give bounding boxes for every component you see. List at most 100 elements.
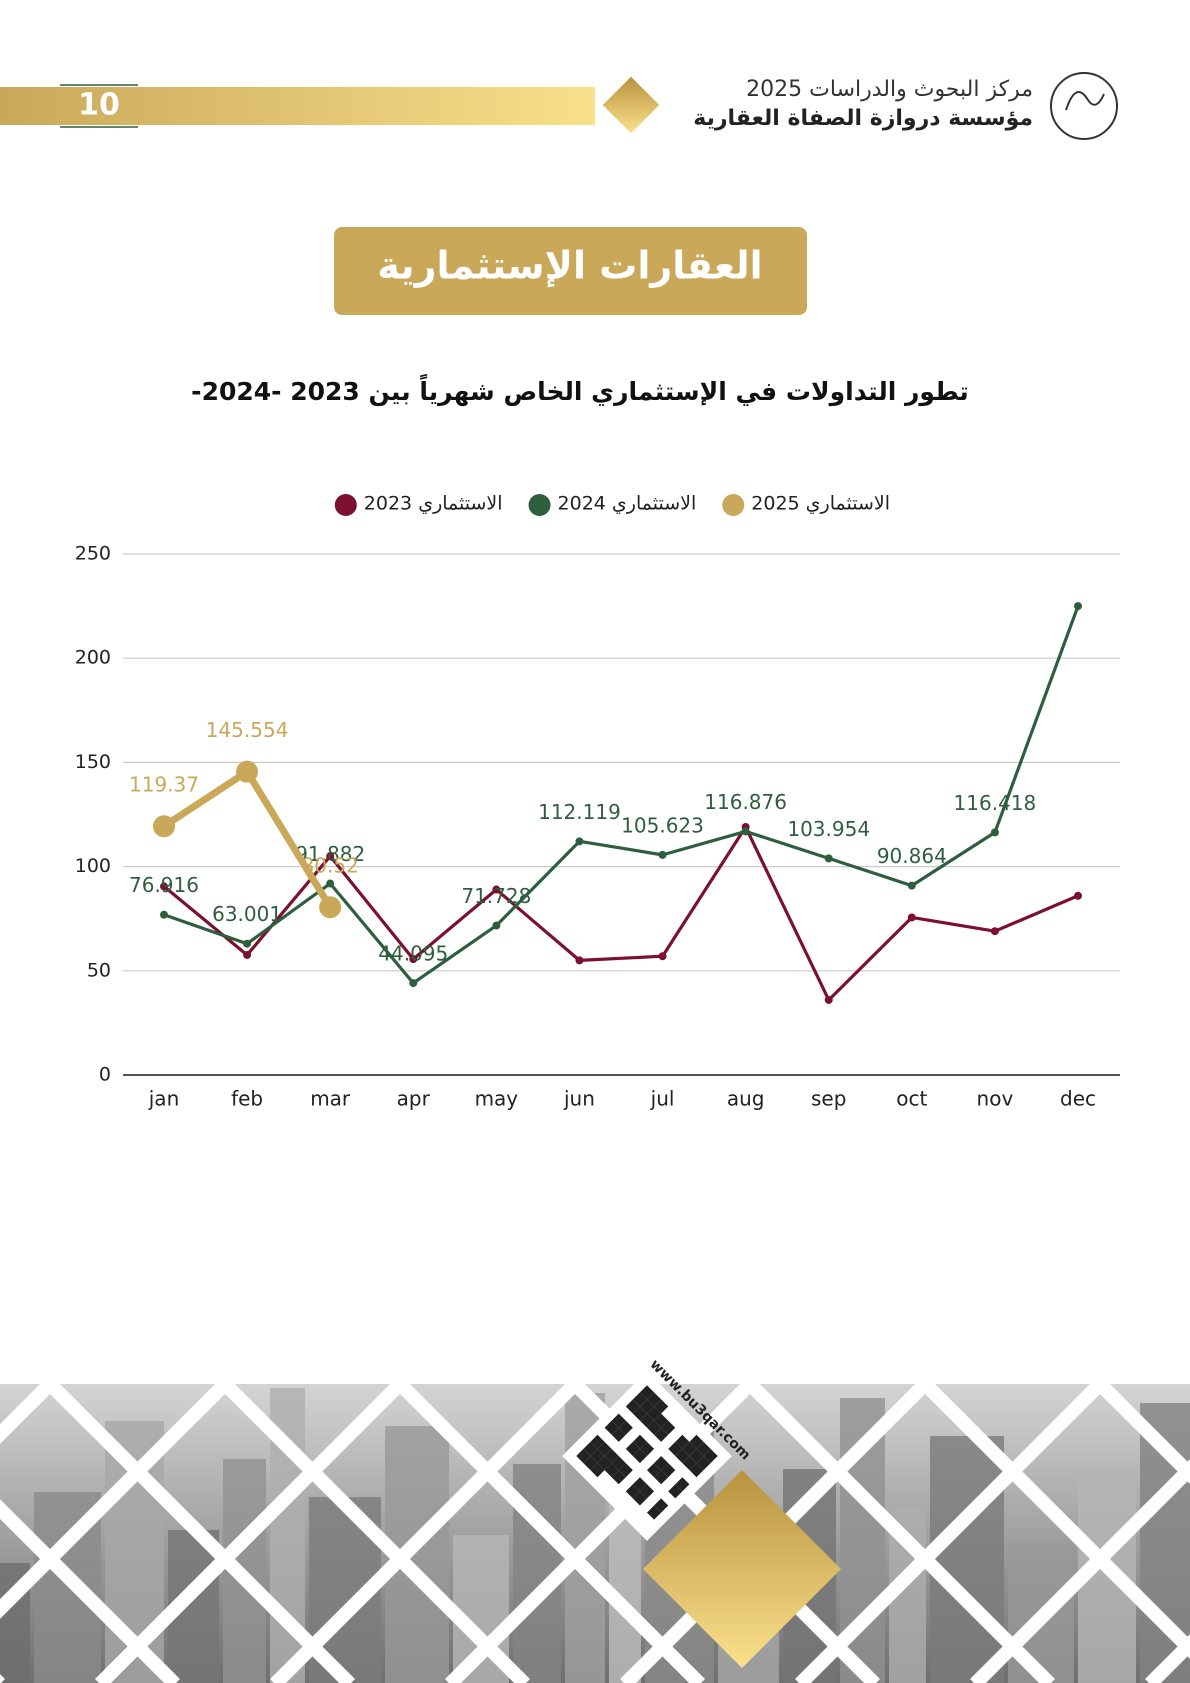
- header-diamond: [602, 76, 660, 134]
- y-tick-label: 150: [75, 751, 111, 773]
- data-point: [1074, 602, 1082, 611]
- qr-cell: [604, 1420, 619, 1435]
- data-point: [575, 837, 584, 846]
- data-point: [409, 979, 418, 988]
- y-tick-label: 200: [75, 647, 111, 669]
- data-label: 112.119: [538, 800, 621, 824]
- data-point: [741, 827, 750, 836]
- lattice-line: [970, 1459, 1190, 1683]
- data-point: [907, 913, 916, 922]
- x-tick-label: mar: [310, 1087, 351, 1111]
- x-tick-label: apr: [397, 1087, 431, 1111]
- logo: [1050, 72, 1118, 140]
- data-point: [326, 852, 335, 861]
- lattice-line: [45, 1379, 355, 1683]
- section-title-box: [334, 227, 807, 315]
- legend-label: الاستثماري 2023: [364, 493, 503, 515]
- data-point: [326, 879, 335, 888]
- lattice-line: [920, 1379, 1190, 1659]
- y-tick-label: 0: [99, 1064, 111, 1086]
- data-label: 119.37: [129, 773, 199, 797]
- data-label: 116.418: [954, 791, 1037, 815]
- data-point: [492, 885, 501, 894]
- data-point: [243, 950, 252, 959]
- data-point: [990, 828, 999, 837]
- x-tick-label: dec: [1060, 1087, 1096, 1111]
- data-point: [824, 995, 833, 1004]
- section-title: العقارات الإستثمارية: [377, 244, 762, 288]
- footer-diamond: [643, 1470, 841, 1668]
- y-tick-label: 50: [87, 959, 111, 981]
- data-point: [236, 760, 259, 783]
- building: [930, 1436, 1004, 1683]
- x-tick-label: nov: [977, 1087, 1014, 1111]
- x-tick-label: sep: [811, 1087, 846, 1111]
- x-tick-label: may: [475, 1087, 519, 1111]
- header-line1: مركز البحوث والدراسات 2025: [746, 77, 1033, 102]
- legend-label: الاستثماري 2025: [751, 493, 890, 515]
- data-point: [824, 854, 833, 863]
- lattice-line: [95, 1379, 405, 1683]
- data-label: 76.916: [129, 873, 199, 897]
- data-point: [153, 815, 175, 838]
- legend-marker: [528, 494, 551, 516]
- chart-title: تطور التداولات في الإستثماري الخاص شهريا…: [191, 374, 969, 407]
- data-point: [160, 910, 168, 919]
- x-tick-label: oct: [896, 1087, 927, 1111]
- data-label: 90.864: [877, 844, 947, 868]
- series-line: [162, 825, 1079, 1002]
- lattice-line: [270, 1379, 580, 1683]
- data-point: [492, 921, 501, 930]
- data-point: [319, 896, 342, 919]
- data-point: [658, 850, 667, 859]
- data-label: 105.623: [621, 813, 704, 837]
- x-tick-label: jul: [650, 1087, 675, 1111]
- x-tick-label: jan: [148, 1087, 180, 1111]
- series-line: [163, 605, 1080, 985]
- qr-cell: [682, 1456, 697, 1471]
- data-point: [160, 882, 168, 891]
- lattice-line: [0, 1379, 230, 1619]
- data-label: 91.882: [295, 842, 365, 866]
- header-bar: [0, 87, 595, 125]
- qr-cell: [632, 1491, 648, 1506]
- lattice-line: [795, 1379, 1105, 1683]
- data-point: [409, 955, 418, 964]
- data-label: 145.554: [206, 718, 289, 742]
- legend-label: الاستثماري 2024: [558, 493, 697, 515]
- data-label: 44.095: [378, 942, 448, 966]
- data-point: [243, 939, 252, 948]
- footer: www.bu3qar.com: [0, 1357, 1190, 1683]
- qr-cell: [632, 1448, 648, 1464]
- lattice-line: [745, 1379, 1055, 1683]
- data-point: [575, 956, 584, 965]
- lattice-line: [0, 1499, 180, 1683]
- x-tick-label: jun: [563, 1087, 595, 1111]
- data-point: [990, 927, 999, 936]
- y-tick-label: 250: [75, 543, 111, 565]
- legend-marker: [722, 494, 745, 516]
- x-tick-label: feb: [231, 1087, 263, 1111]
- qr-cell: [604, 1463, 619, 1478]
- lattice-line: [1095, 1379, 1190, 1484]
- y-tick-label: 100: [75, 855, 111, 877]
- x-tick-label: aug: [727, 1087, 765, 1111]
- data-label: 116.876: [704, 790, 787, 814]
- page-number: 10: [78, 88, 120, 123]
- data-point: [907, 881, 916, 890]
- header-line2: مؤسسة دروازة الصفاة العقارية: [693, 106, 1033, 131]
- data-label: 103.954: [787, 817, 870, 841]
- data-label: 63.001: [212, 902, 282, 926]
- qr-cell: [668, 1484, 683, 1499]
- legend-marker: [334, 494, 357, 516]
- lattice-line: [220, 1379, 530, 1683]
- lattice-line: [395, 1379, 705, 1683]
- chart: 0 50 100 150 200 250 jan feb mar apr may jun jul aug s…: [75, 493, 1120, 1111]
- qr-cell: [583, 1456, 598, 1471]
- data-label: 80.52: [302, 854, 359, 878]
- data-label: 71.728: [461, 884, 531, 908]
- data-point: [658, 952, 667, 961]
- logo-mark: [1065, 91, 1105, 111]
